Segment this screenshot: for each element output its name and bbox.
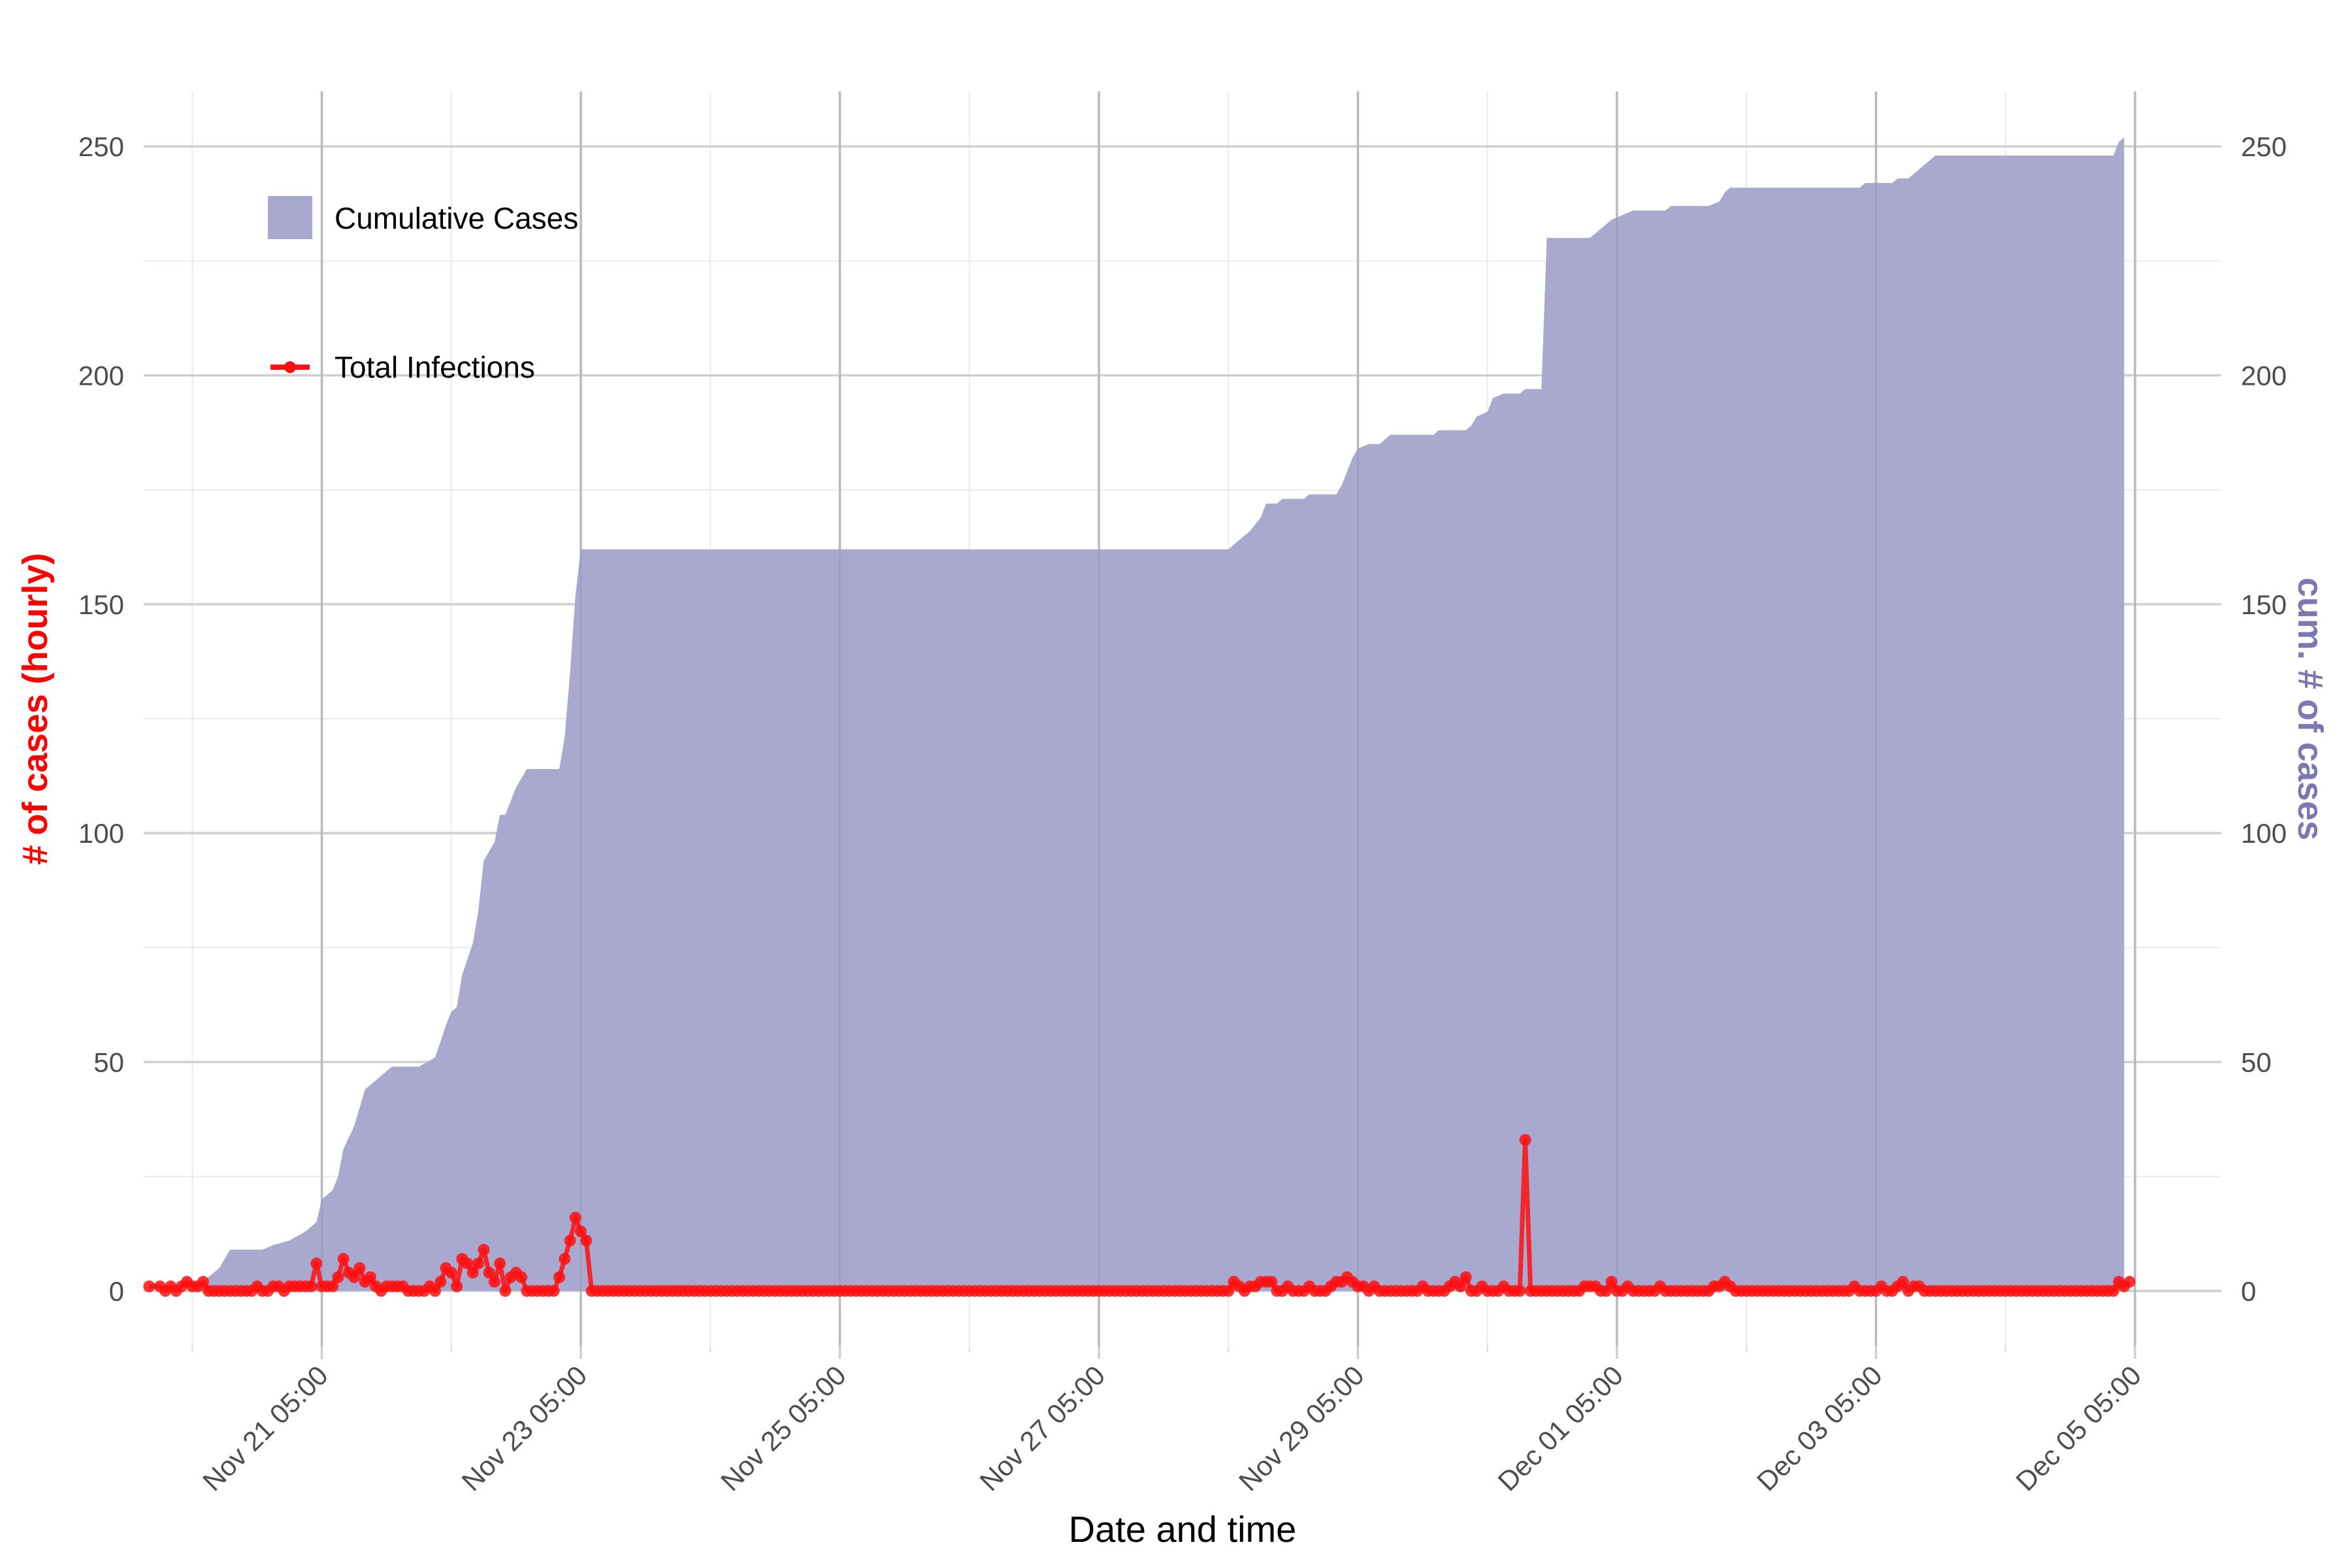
y-right-tick-label: 150 (2241, 589, 2287, 620)
total-infections-point (1519, 1134, 1531, 1146)
total-infections-point (478, 1243, 490, 1256)
total-infections-point (2107, 1284, 2119, 1297)
total-infections-point (547, 1284, 560, 1297)
total-infections-point (580, 1234, 593, 1247)
total-infections-point (515, 1271, 528, 1283)
y-right-tick-label: 250 (2241, 131, 2287, 162)
y-left-tick-label: 100 (78, 818, 124, 849)
total-infections-point (451, 1280, 463, 1292)
total-infections-point (429, 1284, 441, 1297)
y-left-tick-labels: 0 50 100 150 200 250 (78, 131, 124, 1307)
total-infections-point (559, 1252, 571, 1265)
total-infections-point (575, 1225, 587, 1237)
total-infections-point (564, 1234, 576, 1247)
axis-tick-marks (191, 1346, 2136, 1359)
cumulative-cases-area (187, 137, 2125, 1291)
cumulative-area-layer (187, 137, 2125, 1291)
y-left-tick-label: 150 (78, 589, 124, 620)
y-right-tick-label: 200 (2241, 360, 2287, 391)
total-infections-point (488, 1275, 500, 1288)
total-infections-point (466, 1266, 479, 1279)
total-infections-point (461, 1257, 474, 1269)
total-infections-point (305, 1280, 318, 1292)
total-infections-point (337, 1252, 350, 1265)
total-infections-point (310, 1257, 323, 1269)
total-infections-point (2123, 1275, 2136, 1288)
total-infections-point (327, 1280, 339, 1292)
y-right-tick-label: 0 (2241, 1276, 2256, 1307)
total-infections-point (569, 1211, 581, 1224)
legend-key-hourly-point (284, 361, 296, 373)
total-infections-point (1454, 1280, 1467, 1292)
total-infections-point (348, 1271, 361, 1283)
vertical-gridlines-overlay (320, 91, 2136, 1346)
total-infections-point (483, 1266, 495, 1279)
legend: Cumulative Cases Total Infections (268, 196, 578, 384)
legend-label-hourly: Total Infections (335, 350, 535, 384)
total-infections-point (332, 1271, 344, 1283)
y-right-tick-label: 50 (2241, 1047, 2272, 1078)
total-infections-point (1222, 1284, 1235, 1297)
total-infections-point (434, 1275, 447, 1288)
total-infections-point (494, 1257, 506, 1269)
y-right-tick-labels: 0 50 100 150 200 250 (2241, 131, 2287, 1307)
total-infections-point (143, 1280, 155, 1292)
total-infections-point (445, 1266, 457, 1279)
total-infections-point (1514, 1284, 1526, 1297)
total-infections-point (1605, 1275, 1618, 1288)
hourly-points-layer (143, 1134, 2136, 1297)
total-infections-point (353, 1262, 366, 1274)
total-infections-point (553, 1271, 565, 1283)
legend-key-cumulative (268, 196, 312, 239)
y-right-axis-title: cum. # of cases (2291, 578, 2330, 840)
total-infections-point (499, 1284, 512, 1297)
y-right-tick-label: 100 (2241, 818, 2287, 849)
total-infections-point (1460, 1271, 1472, 1283)
x-axis-title: Date and time (1069, 1509, 1297, 1550)
y-left-tick-label: 250 (78, 131, 124, 162)
y-left-axis-title: # of cases (hourly) (16, 553, 55, 864)
y-left-tick-label: 0 (109, 1276, 124, 1307)
total-infections-point (364, 1271, 376, 1283)
y-left-tick-label: 50 (93, 1047, 124, 1078)
total-infections-point (1266, 1275, 1278, 1288)
total-infections-point (472, 1257, 485, 1269)
y-left-tick-label: 200 (78, 360, 124, 391)
total-infections-point (197, 1275, 209, 1288)
total-infections-point (1600, 1284, 1612, 1297)
legend-label-cumulative: Cumulative Cases (335, 201, 578, 235)
total-infections-point (1897, 1275, 1909, 1288)
